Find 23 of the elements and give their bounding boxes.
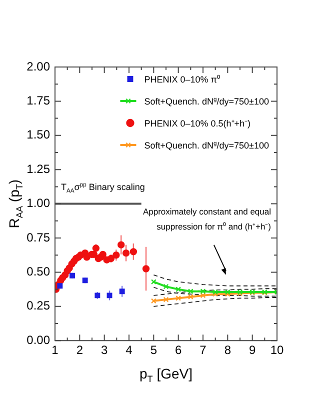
x-tick-label: 5 [150, 343, 158, 358]
x-tick-label: 3 [100, 343, 108, 358]
x-tick-label: 7 [200, 343, 207, 358]
y-tick-label: 0.50 [26, 264, 50, 279]
y-tick-label: 1.50 [26, 128, 50, 142]
x-tick-label: 4 [126, 343, 133, 358]
x-tick-label: 8 [224, 343, 232, 358]
y-tick-label: 1.25 [26, 162, 50, 176]
legend-label: PHENIX 0–10% π⁰ [144, 74, 220, 84]
y-tick-label: 0.25 [26, 298, 50, 313]
annotation: Approximately constant and equal suppression for π⁰ and (h⁺+h⁻) [142, 206, 272, 232]
y-tick-label: 0.00 [26, 332, 50, 347]
x-tick-label: 6 [174, 343, 182, 358]
y-tick-label: 0.75 [26, 230, 50, 244]
x-tick-label: 10 [270, 343, 284, 358]
y-tick-label: 1.75 [26, 94, 50, 108]
legend-label: PHENIX 0–10% 0.5(h⁺+h⁻) [144, 118, 251, 128]
y-tick-label: 2.00 [26, 59, 50, 74]
x-tick-label: 9 [248, 343, 256, 358]
x-tick-label: 2 [76, 343, 84, 358]
y-tick-label: 1.00 [26, 196, 50, 210]
x-tick-label: 1 [52, 343, 59, 358]
y-axis-title: RAA (pT) [6, 179, 24, 228]
